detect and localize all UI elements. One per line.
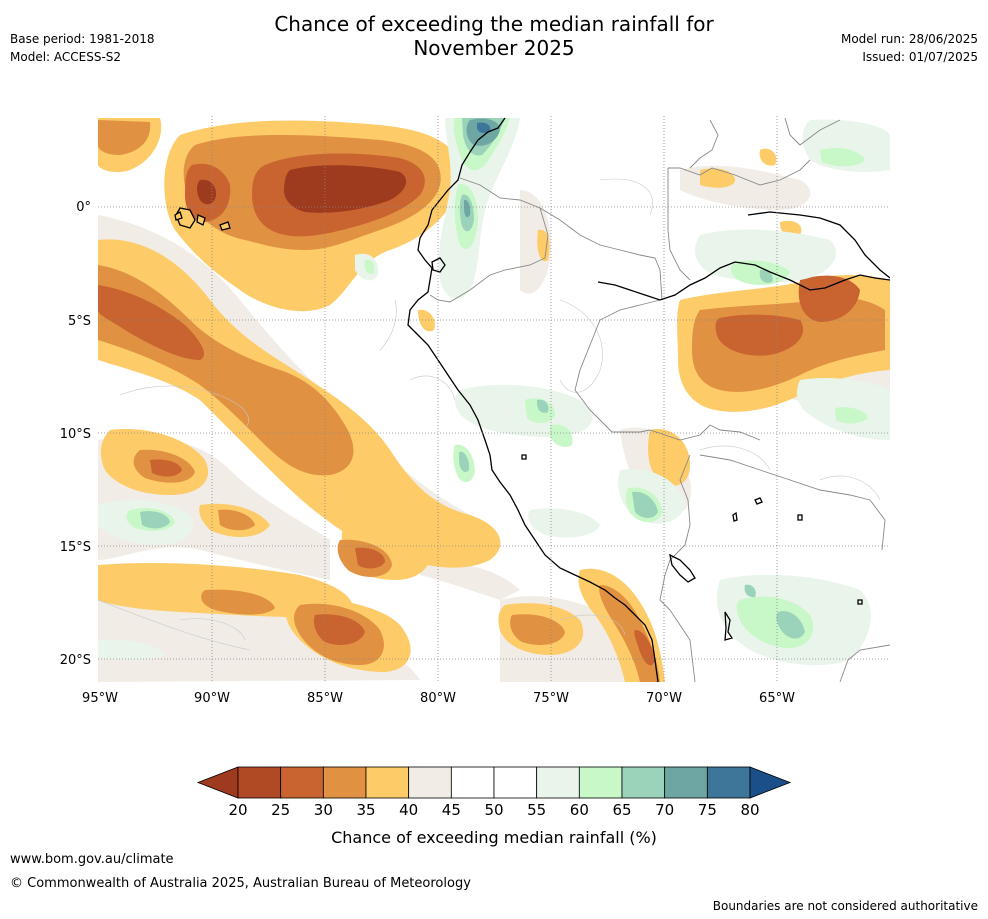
lon-label: 80°W	[420, 691, 456, 706]
footer-copyright: © Commonwealth of Australia 2025, Austra…	[10, 876, 471, 891]
footer-note: Boundaries are not considered authoritat…	[712, 899, 978, 913]
country-borders	[429, 117, 890, 682]
lat-label: 15°S	[60, 540, 91, 555]
colorbar-segment	[493, 766, 538, 799]
colorbar-tick-label: 65	[612, 801, 631, 819]
lon-label: 85°W	[307, 691, 343, 706]
model-run: Model run: 28/06/2025	[840, 32, 978, 46]
footer-url: www.bom.gov.au/climate	[10, 852, 174, 867]
colorbar-tick-label: 70	[655, 801, 674, 819]
colorbar-tick-label: 60	[570, 801, 589, 819]
coastline	[174, 117, 890, 682]
colorbar-segment	[450, 766, 495, 799]
meta-left: Base period: 1981-2018 Model: ACCESS-S2	[10, 30, 155, 66]
colorbar-label: Chance of exceeding median rainfall (%)	[331, 828, 657, 847]
axis-labels: 95°W 90°W 85°W 80°W 75°W 70°W 65°W 0° 5°…	[60, 200, 795, 706]
colorbar-segment	[322, 766, 367, 799]
lon-label: 65°W	[759, 691, 795, 706]
lon-label: 75°W	[533, 691, 569, 706]
page-title: Chance of exceeding the median rainfall …	[0, 12, 988, 60]
colorbar-tick-label: 55	[527, 801, 546, 819]
colorbar-segment	[365, 766, 410, 799]
colorbar-segment	[706, 766, 751, 799]
colorbar: 20 25 30 35 40 45 50 55 60 65 70 75 80	[196, 766, 792, 819]
colorbar-segment	[536, 766, 580, 799]
colorbar-tick-label: 80	[740, 801, 759, 819]
colorbar-segment	[280, 766, 324, 799]
colorbar-segment	[664, 766, 708, 799]
colorbar-segment	[621, 766, 666, 799]
lat-label: 0°	[76, 200, 91, 215]
colorbar-tick-label: 35	[356, 801, 375, 819]
lon-label: 90°W	[194, 691, 230, 706]
meta-right: Model run: 28/06/2025 Issued: 01/07/2025	[841, 30, 978, 66]
issued-date: Issued: 01/07/2025	[862, 50, 978, 64]
lat-label: 10°S	[60, 427, 91, 442]
colorbar-segment	[578, 766, 623, 799]
title-line-2: November 2025	[413, 36, 575, 60]
colorbar-arrow-high	[749, 766, 792, 799]
colorbar-segment	[408, 766, 452, 799]
lon-label: 70°W	[646, 691, 682, 706]
colorbar-tick-label: 45	[442, 801, 461, 819]
title-line-1: Chance of exceeding the median rainfall …	[274, 12, 714, 36]
colorbar-tick-label: 20	[228, 801, 247, 819]
rainfall-map	[98, 116, 890, 682]
colorbar-tick-label: 75	[698, 801, 717, 819]
dark-teal-zones	[477, 122, 491, 134]
colorbar-tick-label: 50	[484, 801, 503, 819]
gridlines	[98, 116, 890, 682]
model-name: Model: ACCESS-S2	[10, 50, 122, 64]
lat-label: 20°S	[60, 653, 91, 668]
colorbar-tick-label: 40	[399, 801, 418, 819]
brown-zones	[197, 165, 407, 213]
colorbar-tick-label: 30	[314, 801, 333, 819]
colorbar-arrow-low	[196, 766, 239, 799]
lon-label: 95°W	[82, 691, 118, 706]
colorbar-tick-label: 25	[271, 801, 290, 819]
colorbar-segment	[237, 766, 282, 799]
contour-lines	[98, 178, 881, 651]
lat-label: 5°S	[68, 314, 91, 329]
base-period: Base period: 1981-2018	[10, 32, 155, 46]
